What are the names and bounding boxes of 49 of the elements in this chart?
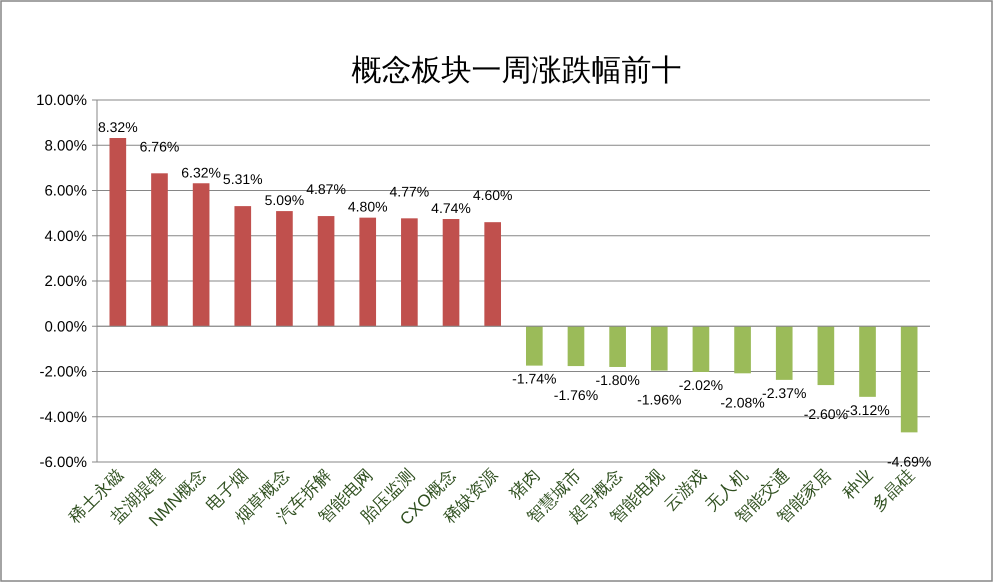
y-tick-label: -2.00% xyxy=(39,364,87,380)
data-label: 4.87% xyxy=(306,181,346,198)
bar xyxy=(818,326,834,386)
data-label: -1.76% xyxy=(554,387,598,404)
data-label: 4.77% xyxy=(390,183,430,200)
y-tick-label: 6.00% xyxy=(44,182,87,200)
data-label: 5.09% xyxy=(264,192,304,208)
data-label: -2.02% xyxy=(678,376,724,393)
bar xyxy=(442,219,460,326)
bar xyxy=(650,326,668,371)
data-label: -2.08% xyxy=(720,394,765,410)
y-tick-label: 0.00% xyxy=(44,318,87,336)
bar xyxy=(401,218,418,326)
y-tick-label: 8.00% xyxy=(44,137,87,154)
data-label: 4.60% xyxy=(472,187,513,204)
bar xyxy=(318,216,334,326)
bar xyxy=(234,206,252,326)
data-label: -2.37% xyxy=(762,384,806,401)
data-label: 5.31% xyxy=(222,171,263,188)
data-label: 4.74% xyxy=(431,200,471,216)
bar xyxy=(609,326,626,367)
bar xyxy=(526,326,543,366)
bar xyxy=(734,326,751,374)
bar xyxy=(276,211,293,326)
bar xyxy=(859,326,876,397)
y-tick-label: 10.00% xyxy=(36,92,87,109)
bar xyxy=(151,173,168,326)
data-label: -2.60% xyxy=(804,406,848,422)
data-label: 6.32% xyxy=(181,164,221,180)
data-label: 8.32% xyxy=(98,119,138,136)
data-label: -1.80% xyxy=(595,372,640,388)
y-tick-label: 4.00% xyxy=(44,228,87,245)
bar xyxy=(776,326,793,380)
bar xyxy=(568,326,584,366)
y-tick-label: -4.00% xyxy=(39,408,87,426)
bar xyxy=(692,326,710,372)
data-label: -1.74% xyxy=(512,370,557,387)
bar xyxy=(900,326,918,432)
bar xyxy=(484,222,502,326)
chart-title: 概念板块一周涨跌幅前十 xyxy=(352,54,682,87)
y-tick-label: 2.00% xyxy=(44,273,87,290)
data-label: -1.96% xyxy=(637,392,682,408)
bar xyxy=(192,183,210,326)
data-label: 6.76% xyxy=(140,138,180,154)
bar xyxy=(359,218,376,326)
data-label: -4.69% xyxy=(886,453,932,470)
data-label: 4.80% xyxy=(348,198,388,215)
y-tick-label: -6.00% xyxy=(39,454,87,471)
bar xyxy=(109,138,126,326)
